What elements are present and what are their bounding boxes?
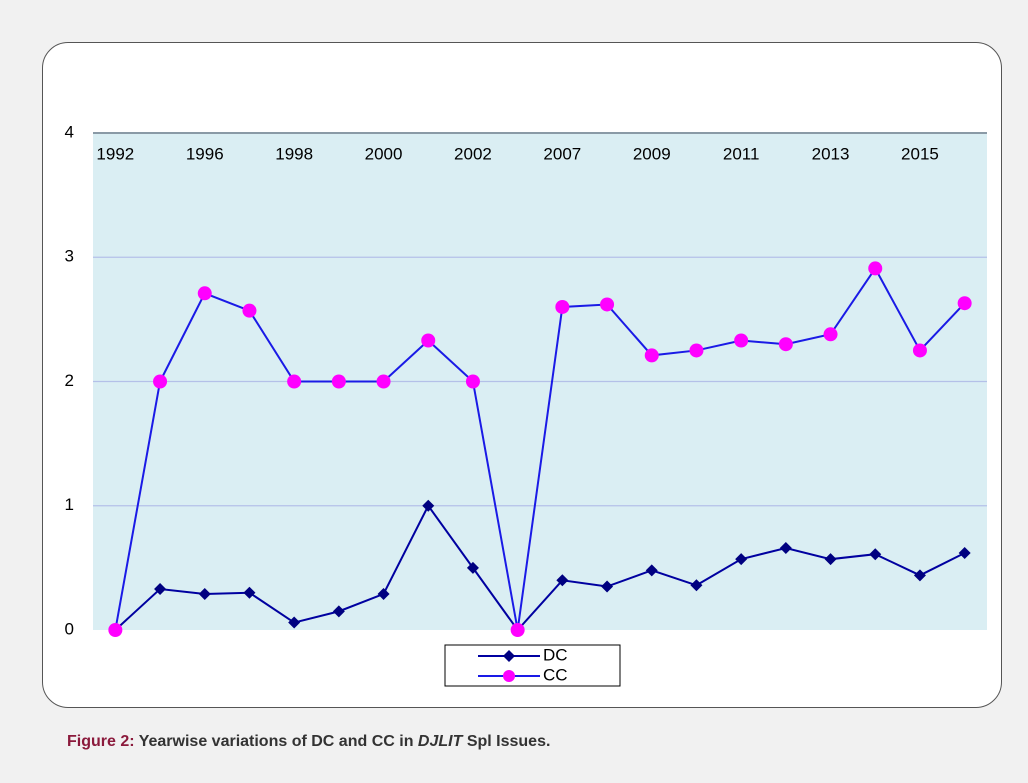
- x-tick-label: 2007: [543, 144, 581, 163]
- marker: [690, 579, 703, 592]
- x-tick-label: 2013: [812, 144, 850, 163]
- y-tick-label: 3: [65, 247, 74, 266]
- legend-label: DC: [543, 645, 568, 664]
- x-tick-label: 1998: [275, 144, 313, 163]
- marker: [823, 327, 838, 342]
- y-tick-label: 4: [65, 122, 74, 141]
- caption: Figure 2: Yearwise variations of DC and …: [67, 733, 550, 751]
- marker: [779, 541, 792, 554]
- marker: [466, 561, 479, 574]
- caption-rest: Spl Issues.: [466, 733, 551, 750]
- x-tick-label: 2011: [723, 144, 760, 163]
- marker: [600, 297, 615, 312]
- marker: [644, 348, 659, 363]
- x-tick-label: 2002: [454, 144, 492, 163]
- chart: 0 1 2 3 4 1992 1996 1998 2000 2002 2007 2009 2011 201…: [65, 122, 987, 687]
- marker: [377, 587, 390, 600]
- marker: [868, 261, 883, 276]
- x-tick-label: 2009: [633, 144, 671, 163]
- marker: [287, 374, 302, 389]
- marker: [689, 343, 704, 358]
- caption-text: Yearwise variations of DC and CC in: [138, 733, 414, 750]
- marker: [645, 564, 658, 577]
- marker: [734, 333, 749, 348]
- y-tick-label: 2: [65, 371, 74, 390]
- series-line: [114, 266, 966, 631]
- caption-emphasis: DJLIT: [417, 733, 463, 750]
- marker: [243, 586, 256, 599]
- marker: [376, 374, 391, 389]
- y-tick-label: 0: [65, 619, 74, 638]
- x-tick-label: 2015: [901, 144, 939, 163]
- x-tick-label: 2000: [365, 144, 403, 163]
- marker: [735, 553, 748, 566]
- marker: [555, 299, 570, 314]
- marker: [288, 616, 301, 629]
- marker: [778, 337, 793, 352]
- marker: [153, 374, 168, 389]
- x-tick-label: 1996: [186, 144, 224, 163]
- marker: [601, 580, 614, 593]
- marker: [869, 548, 882, 561]
- marker: [198, 587, 211, 600]
- caption-label: Figure 2:: [67, 733, 135, 750]
- marker: [510, 623, 525, 637]
- legend-label: CC: [543, 665, 568, 684]
- y-tick-label: 1: [65, 495, 74, 514]
- marker: [421, 333, 436, 348]
- marker: [556, 574, 569, 587]
- legend-box: [444, 644, 621, 687]
- marker: [332, 605, 345, 618]
- marker: [108, 623, 123, 637]
- marker: [197, 286, 212, 301]
- x-tick-label: 1992: [96, 144, 134, 163]
- marker: [465, 374, 480, 389]
- marker: [154, 582, 167, 595]
- marker: [912, 343, 927, 358]
- legend-marker: [503, 650, 515, 662]
- legend-marker: [503, 670, 515, 682]
- marker: [242, 303, 257, 318]
- marker: [958, 546, 971, 559]
- series-line: [114, 503, 966, 632]
- marker: [913, 569, 926, 582]
- marker: [824, 553, 837, 566]
- marker: [331, 374, 346, 389]
- marker: [422, 499, 435, 512]
- marker: [957, 296, 972, 311]
